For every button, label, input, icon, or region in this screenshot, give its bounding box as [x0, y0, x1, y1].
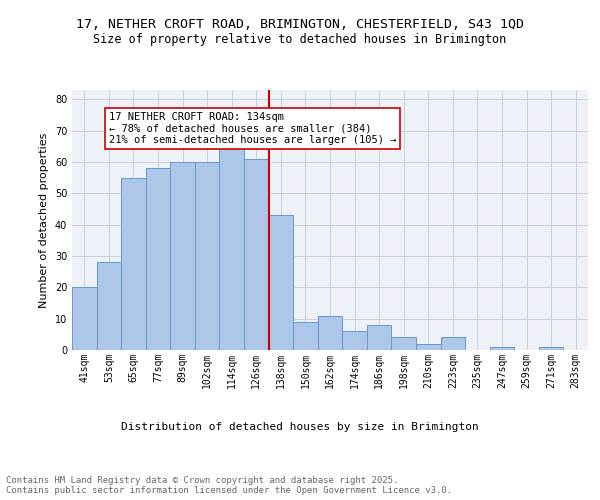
Bar	[367, 325, 391, 350]
Bar	[293, 322, 318, 350]
Bar	[170, 162, 195, 350]
Text: Size of property relative to detached houses in Brimington: Size of property relative to detached ho…	[94, 32, 506, 46]
Bar	[72, 288, 97, 350]
Bar	[269, 216, 293, 350]
Text: 17, NETHER CROFT ROAD, BRIMINGTON, CHESTERFIELD, S43 1QD: 17, NETHER CROFT ROAD, BRIMINGTON, CHEST…	[76, 18, 524, 30]
Bar	[220, 146, 244, 350]
Text: Distribution of detached houses by size in Brimington: Distribution of detached houses by size …	[121, 422, 479, 432]
Bar	[97, 262, 121, 350]
Bar	[318, 316, 342, 350]
Bar	[490, 347, 514, 350]
Bar	[391, 338, 416, 350]
Bar	[146, 168, 170, 350]
Text: 17 NETHER CROFT ROAD: 134sqm
← 78% of detached houses are smaller (384)
21% of s: 17 NETHER CROFT ROAD: 134sqm ← 78% of de…	[109, 112, 397, 145]
Bar	[195, 162, 220, 350]
Bar	[440, 338, 465, 350]
Bar	[121, 178, 146, 350]
Bar	[244, 159, 269, 350]
Y-axis label: Number of detached properties: Number of detached properties	[39, 132, 49, 308]
Bar	[539, 347, 563, 350]
Text: Contains HM Land Registry data © Crown copyright and database right 2025.
Contai: Contains HM Land Registry data © Crown c…	[6, 476, 452, 495]
Bar	[416, 344, 440, 350]
Bar	[342, 331, 367, 350]
